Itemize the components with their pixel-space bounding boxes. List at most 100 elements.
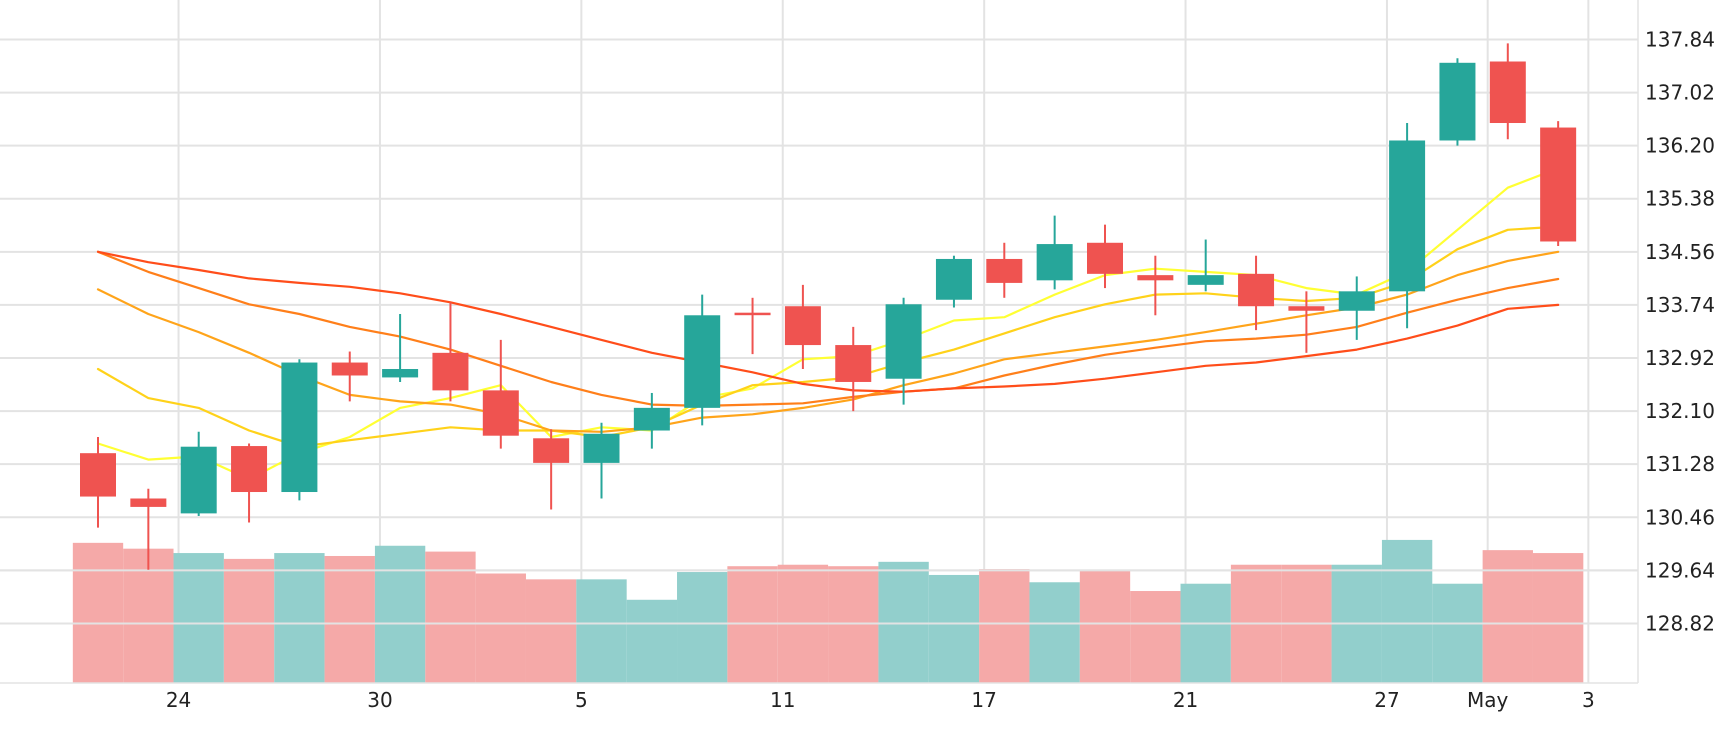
candle-body — [482, 390, 519, 436]
volume-bar — [1482, 550, 1533, 683]
candle-down — [1238, 255, 1275, 331]
candle-up — [633, 392, 670, 449]
candle-body — [80, 453, 116, 497]
candle-down — [1540, 121, 1577, 247]
x-tick-label: May — [1467, 688, 1509, 712]
candle-down — [130, 488, 167, 570]
volume-bar — [979, 569, 1030, 683]
candle-body — [231, 446, 268, 493]
candle-up — [1036, 215, 1073, 290]
candle-up — [583, 422, 620, 499]
candle-up — [382, 313, 419, 382]
candle-body — [986, 258, 1023, 283]
candle-down — [231, 443, 268, 523]
volume-bar — [1130, 591, 1181, 683]
volume-bar — [425, 551, 476, 683]
candle-body — [331, 362, 368, 376]
candle-up — [1338, 276, 1375, 340]
axes: 137.84 137.02 136.20 135.38 134.56 133.74 132.… — [0, 0, 1715, 712]
candle-body — [180, 446, 217, 514]
candle-down — [80, 436, 116, 528]
x-tick-label: 21 — [1173, 688, 1198, 712]
candle-up — [885, 297, 922, 405]
candle-body — [130, 498, 167, 507]
candle-down — [986, 242, 1023, 298]
candle-down — [784, 284, 821, 370]
moving-average-line — [96, 250, 1560, 407]
candle-body — [1238, 273, 1275, 307]
volume-bar — [1180, 583, 1231, 683]
candle-up — [684, 294, 721, 426]
volume-bar — [475, 573, 526, 683]
volume-bar — [1079, 570, 1131, 683]
candle-body — [1036, 244, 1073, 281]
volume-bar — [1432, 583, 1483, 683]
y-tick-label: 129.64 — [1645, 558, 1715, 582]
volume-bar — [828, 566, 879, 683]
candle-down — [734, 297, 771, 355]
candle-down — [1489, 43, 1526, 140]
volume-bar — [274, 553, 325, 683]
candle-body — [784, 306, 821, 346]
x-tick-label: 30 — [367, 688, 392, 712]
candle-up — [1187, 239, 1224, 292]
candle-body — [1288, 306, 1325, 311]
y-tick-label: 134.56 — [1645, 240, 1715, 264]
candle-body — [583, 433, 620, 463]
x-tick-label: 17 — [971, 688, 996, 712]
y-tick-label: 128.82 — [1645, 611, 1715, 635]
y-tick-label: 132.10 — [1645, 399, 1715, 423]
candle-down — [1137, 255, 1174, 316]
volume-bar — [374, 545, 426, 683]
volume-bar — [324, 555, 375, 683]
volume-bars — [0, 539, 1638, 683]
candle-up — [281, 359, 318, 501]
y-tick-label: 130.46 — [1645, 505, 1715, 529]
moving-average-lines — [96, 167, 1560, 481]
moving-average-line — [96, 250, 1560, 433]
candle-body — [1187, 275, 1224, 285]
candle-down — [533, 429, 570, 510]
candle-body — [432, 352, 469, 391]
candle-up — [1389, 123, 1426, 329]
y-tick-label: 137.02 — [1645, 81, 1715, 105]
candle-body — [684, 315, 721, 408]
candle-body — [1137, 275, 1174, 281]
candle-up — [180, 431, 217, 516]
moving-average-line — [96, 225, 1560, 448]
candle-down — [331, 351, 368, 402]
y-tick-label: 136.20 — [1645, 134, 1715, 158]
volume-bar — [173, 553, 224, 683]
volume-bar — [72, 542, 124, 683]
volume-bar — [1381, 539, 1433, 683]
candle-body — [281, 362, 318, 493]
y-tick-label: 135.38 — [1645, 187, 1715, 211]
x-tick-label: 27 — [1374, 688, 1399, 712]
candle-down — [835, 326, 872, 412]
candle-body — [885, 304, 922, 379]
candle-body — [1338, 291, 1375, 311]
volume-bar — [727, 566, 778, 683]
candle-body — [382, 369, 419, 378]
candle-body — [633, 407, 670, 431]
moving-average-line — [96, 250, 1560, 393]
volume-bar — [525, 579, 577, 683]
y-tick-label: 133.74 — [1645, 293, 1715, 317]
candle-body — [1389, 140, 1426, 292]
y-tick-label: 131.28 — [1645, 452, 1715, 476]
x-tick-label: 3 — [1582, 688, 1595, 712]
candles — [80, 43, 1577, 570]
y-tick-label: 137.84 — [1645, 27, 1715, 51]
candle-up — [935, 255, 972, 308]
candle-body — [533, 438, 570, 463]
candle-body — [1439, 62, 1476, 141]
volume-bar — [928, 574, 980, 683]
volume-bar — [223, 558, 275, 683]
candle-body — [1540, 127, 1577, 242]
x-tick-label: 24 — [166, 688, 191, 712]
volume-bar — [1532, 553, 1584, 683]
candle-down — [1087, 224, 1123, 289]
moving-average-line — [96, 167, 1560, 481]
volume-bar — [626, 599, 678, 683]
volume-bar — [677, 572, 728, 683]
